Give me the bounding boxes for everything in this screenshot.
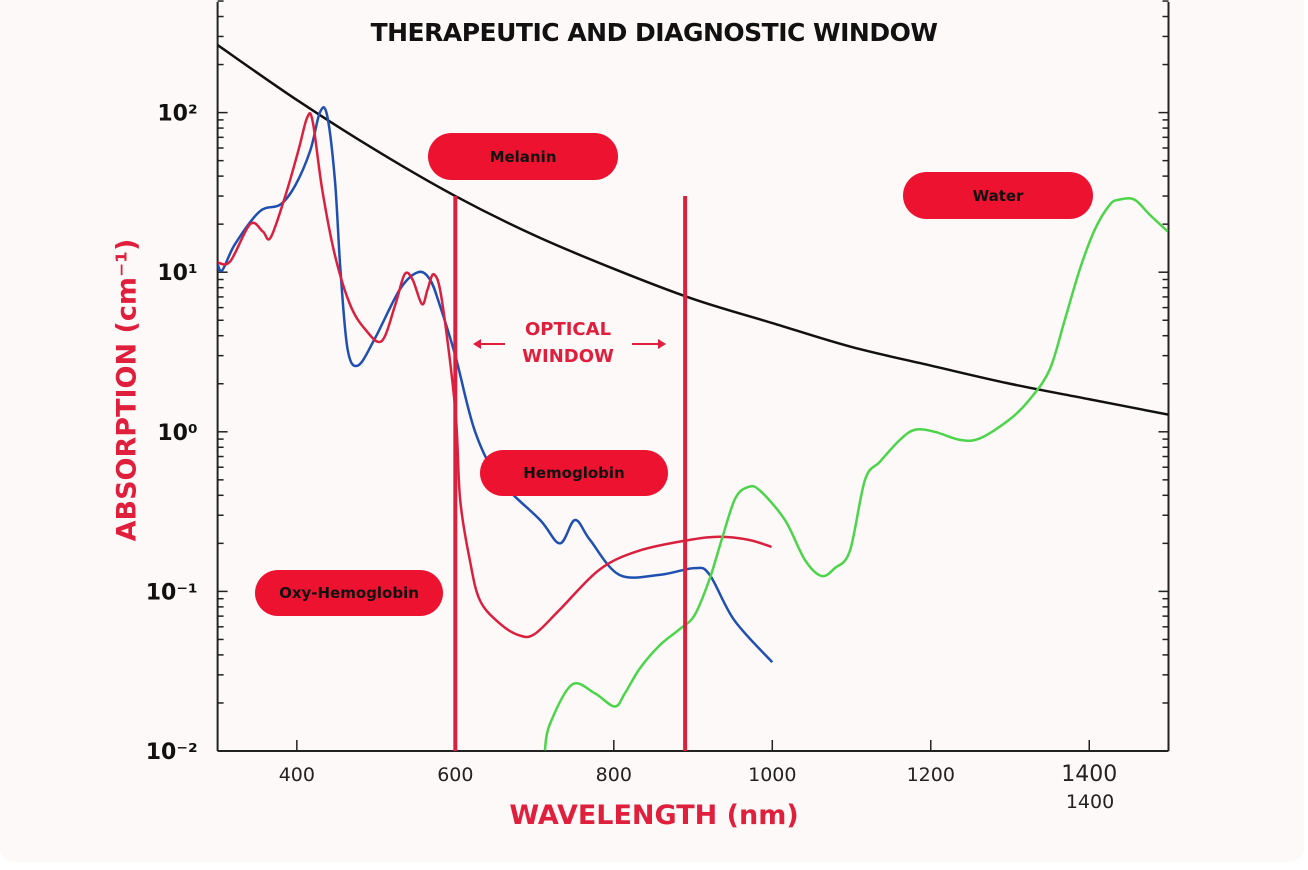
water-label: Water	[903, 172, 1093, 219]
y-tick-label: 10²	[157, 102, 197, 127]
y-tick-label: 10¹	[157, 261, 197, 286]
x-tick-label: 400	[279, 764, 315, 786]
series-line-water	[543, 197, 1169, 751]
optical-window-label: OPTICAL WINDOW	[498, 316, 638, 370]
melanin-label: Melanin	[428, 133, 618, 180]
arrow-right-icon	[658, 339, 666, 349]
x-tick-label: 800	[596, 764, 632, 786]
chart-title: THERAPEUTIC AND DIAGNOSTIC WINDOW	[370, 18, 938, 47]
x-tick-label: 1000	[748, 764, 796, 786]
x-axis-label: WAVELENGTH (nm)	[509, 800, 799, 831]
series-line-oxy-hemoglobin	[217, 112, 772, 639]
oxy-hemoglobin-label: Oxy-Hemoglobin	[255, 570, 443, 616]
hemoglobin-label: Hemoglobin	[480, 450, 668, 496]
optical-window-line1: OPTICAL	[524, 319, 612, 340]
x-tick-label-extra: 1400	[1065, 791, 1115, 813]
y-tick-label: 10⁻²	[146, 740, 198, 765]
x-tick-label: 1400	[1061, 762, 1117, 787]
y-tick-label: 10⁻¹	[146, 580, 198, 605]
series-line-hemoglobin	[217, 105, 774, 664]
x-tick-label: 600	[437, 764, 473, 786]
x-tick-label: 1200	[907, 764, 955, 786]
y-tick-label: 10⁰	[157, 421, 197, 446]
arrow-left-icon	[473, 339, 481, 349]
y-axis-label: ABSORPTION (cm⁻¹)	[111, 238, 143, 542]
series-line-melanin	[217, 44, 1169, 416]
optical-window-line2: WINDOW	[522, 346, 614, 367]
